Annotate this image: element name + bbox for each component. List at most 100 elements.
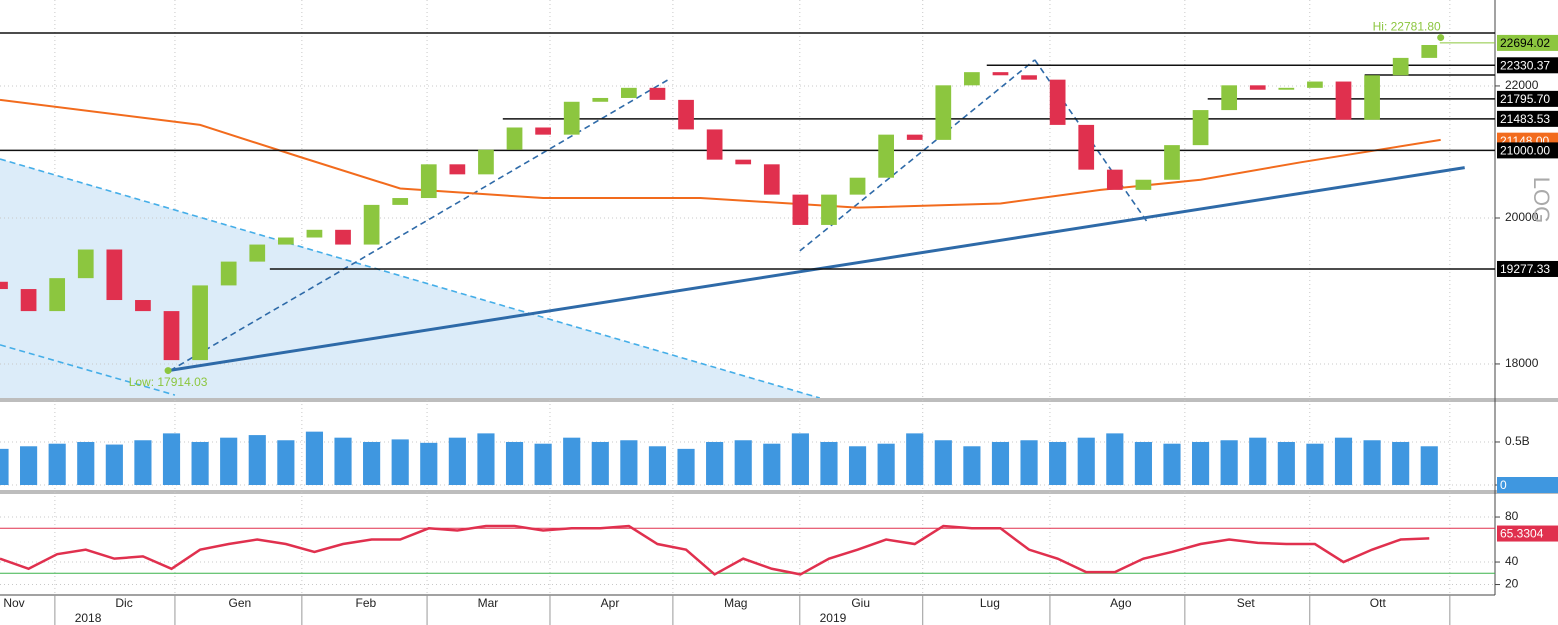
candle-body bbox=[192, 285, 208, 361]
level-tag-label: 21000.00 bbox=[1500, 144, 1550, 158]
level-tag-label: 21483.53 bbox=[1500, 112, 1550, 126]
candle-body bbox=[220, 261, 237, 286]
annotation: Hi: 22781.80 bbox=[1373, 20, 1441, 34]
volume-bar bbox=[420, 442, 438, 485]
x-tick-label: Dic bbox=[115, 596, 132, 610]
volume-tag-box bbox=[1497, 477, 1558, 493]
volume-bar bbox=[1220, 440, 1238, 485]
candle-body bbox=[306, 229, 323, 238]
annotation: Low: 17914.03 bbox=[129, 375, 208, 389]
candle-body bbox=[821, 194, 837, 225]
x-tick-label: Ott bbox=[1370, 596, 1387, 610]
candle-body bbox=[420, 164, 437, 199]
volume-bar bbox=[363, 441, 381, 485]
y-tick-label: 18000 bbox=[1505, 356, 1539, 370]
volume-bar bbox=[277, 440, 295, 485]
candle-body bbox=[706, 129, 723, 160]
axis-label: LOG bbox=[1529, 177, 1554, 223]
candle-body bbox=[1049, 79, 1066, 125]
volume-bar bbox=[220, 437, 238, 485]
candle-body bbox=[763, 164, 780, 195]
volume-bar bbox=[134, 440, 152, 485]
x-tick-label: Ago bbox=[1110, 596, 1132, 610]
volume-bar bbox=[848, 446, 867, 485]
last-price-tag-box bbox=[1497, 34, 1558, 51]
volume-bar bbox=[563, 437, 581, 485]
candle-body bbox=[49, 278, 66, 312]
volume-bar bbox=[677, 448, 695, 485]
candle-body bbox=[1278, 87, 1295, 90]
volume-bar bbox=[0, 448, 9, 485]
volume-bar bbox=[734, 440, 752, 485]
candle-body bbox=[392, 198, 409, 205]
candle-body bbox=[735, 159, 752, 165]
level-tag-box bbox=[1497, 90, 1558, 107]
candle-body bbox=[1335, 81, 1352, 120]
volume-bar bbox=[820, 441, 838, 485]
candle-body bbox=[621, 87, 637, 98]
candle-body bbox=[1421, 44, 1438, 58]
volume-bar bbox=[648, 446, 667, 485]
candle-body bbox=[1307, 81, 1323, 88]
volume-bar bbox=[591, 441, 609, 485]
volume-bar bbox=[1077, 437, 1095, 485]
volume-bar bbox=[305, 431, 324, 485]
volume-bar bbox=[963, 446, 981, 485]
candle-body bbox=[163, 311, 180, 361]
candle-body bbox=[277, 237, 294, 245]
volume-bar bbox=[534, 443, 552, 485]
candle-body bbox=[878, 134, 894, 178]
candle-body bbox=[535, 127, 551, 135]
x-tick-label: Gen bbox=[228, 596, 251, 610]
candle-body bbox=[1106, 169, 1123, 190]
volume-bar bbox=[1134, 441, 1152, 485]
trendline bbox=[799, 59, 1036, 252]
volume-bar bbox=[1106, 433, 1124, 485]
volume-bar bbox=[1049, 441, 1067, 485]
candle-body bbox=[592, 97, 609, 102]
y-tick-label: 40 bbox=[1505, 554, 1519, 568]
volume-bar bbox=[1363, 440, 1381, 485]
volume-bar bbox=[1306, 443, 1324, 485]
volume-bar bbox=[1191, 441, 1210, 485]
level-tag-label: 19277.33 bbox=[1500, 262, 1550, 276]
plot-area bbox=[0, 32, 1495, 398]
trendline bbox=[169, 79, 669, 372]
candle-body bbox=[964, 72, 980, 86]
candle-body bbox=[249, 244, 266, 262]
volume-tag-label: 0 bbox=[1500, 478, 1507, 492]
x-tick-label: Set bbox=[1237, 596, 1256, 610]
volume-bar bbox=[1420, 446, 1438, 485]
candle-body bbox=[906, 134, 923, 140]
volume-bar bbox=[1249, 437, 1267, 485]
volume-bar bbox=[505, 441, 524, 485]
x-tick-label: Giu bbox=[851, 596, 870, 610]
candle-body bbox=[792, 194, 809, 225]
candle-body bbox=[992, 72, 1009, 76]
candle-body bbox=[135, 300, 151, 312]
volume-bar bbox=[477, 433, 495, 485]
candle-body bbox=[77, 249, 94, 279]
x-tick-label: Lug bbox=[980, 596, 1000, 610]
candle-body bbox=[363, 204, 380, 245]
volume-bar bbox=[105, 444, 123, 485]
volume-bar bbox=[1277, 441, 1295, 485]
x-tick-label: Feb bbox=[356, 596, 377, 610]
candle-body bbox=[1135, 179, 1152, 190]
annotation-point bbox=[1437, 34, 1445, 42]
level-tag-box bbox=[1497, 260, 1558, 277]
moving-average bbox=[0, 98, 1441, 209]
volume-bar bbox=[763, 443, 781, 485]
panel-divider bbox=[0, 490, 1558, 494]
candle-body bbox=[449, 164, 466, 175]
volume-bar bbox=[248, 435, 266, 485]
volume-bar bbox=[162, 433, 181, 485]
candle-body bbox=[678, 99, 694, 130]
candle-body bbox=[1364, 75, 1380, 120]
candle-body bbox=[506, 127, 523, 150]
trendline bbox=[0, 344, 176, 396]
volume-bar bbox=[1392, 441, 1410, 485]
volume-bar bbox=[20, 446, 38, 485]
candle-body bbox=[1392, 57, 1409, 76]
volume-bar bbox=[906, 433, 924, 485]
